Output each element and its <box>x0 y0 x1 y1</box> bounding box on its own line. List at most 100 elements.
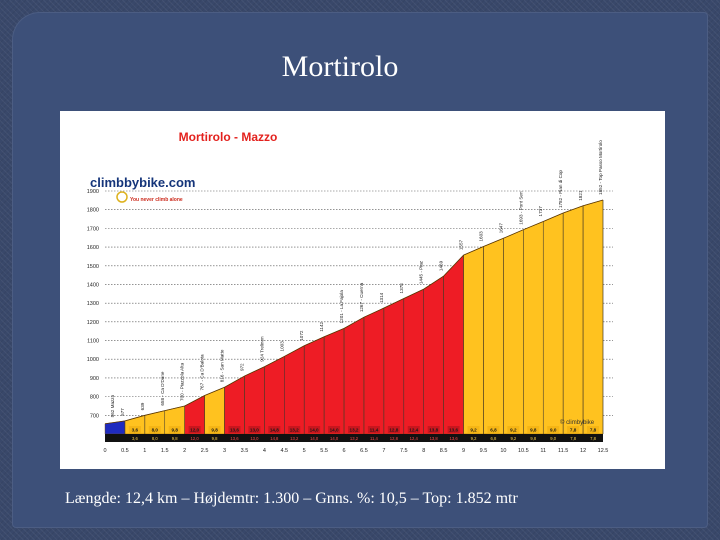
elevation-annotation: 639 <box>140 402 145 410</box>
gradient-label: 12,4 <box>409 428 418 433</box>
x-tick-label: 6 <box>343 448 346 454</box>
x-tick-label: 5.5 <box>320 448 328 454</box>
gradient-chip <box>228 426 241 433</box>
gradient-chip <box>467 426 480 433</box>
y-tick-label: 1500 <box>87 264 99 270</box>
gradient-chip <box>527 426 540 433</box>
gradient-chip <box>367 426 380 433</box>
profile-segment-18 <box>463 246 484 435</box>
x-tick-label: 6.5 <box>360 448 368 454</box>
elevation-annotation: 1821 <box>578 190 583 201</box>
gradient-band-label: 8,0 <box>152 436 158 441</box>
elevation-annotation: 1852 - Top Passo Mortirolo <box>598 140 603 195</box>
bike-icon <box>116 191 128 203</box>
profile-segment-16 <box>423 275 444 435</box>
brand-tagline: You never climb alone <box>130 197 183 203</box>
gradient-label: 9,0 <box>550 428 557 433</box>
y-tick-label: 1600 <box>87 245 99 251</box>
gradient-chip <box>128 426 141 433</box>
x-tick-label: 4.5 <box>280 448 288 454</box>
x-tick-label: 10 <box>500 448 506 454</box>
gradient-band-label: 9,8 <box>530 436 536 441</box>
elevation-annotation: 562 Mazzo <box>110 394 115 417</box>
gradient-band-label: 13,6 <box>230 436 239 441</box>
gradient-chip <box>268 426 281 433</box>
gradient-label: 13,8 <box>429 428 438 433</box>
gradient-chip <box>208 426 221 433</box>
gradient-label: 6,8 <box>490 428 497 433</box>
y-tick-label: 1000 <box>87 357 99 363</box>
watermark: © climbybike <box>560 419 595 426</box>
axis-layer: 7008009001000110012001300140015001600170… <box>87 189 609 454</box>
gradient-label: 9,8 <box>211 428 218 433</box>
x-tick-label: 8 <box>422 448 425 454</box>
y-tick-label: 900 <box>90 376 99 382</box>
profile-segment-7 <box>244 366 265 435</box>
annotation-layer: 562 Mazzo 577 639 658 - Ca D'Done 700 - Piaz… <box>110 140 603 418</box>
gradient-chip <box>547 426 560 433</box>
elevation-annotation: 1201 - La Fajola <box>339 290 344 324</box>
x-tick-label: 9.5 <box>480 448 488 454</box>
gradient-chip <box>348 426 360 433</box>
gradient-label: 13,0 <box>250 428 259 433</box>
elevation-annotation: 1142 <box>319 321 324 331</box>
y-tick-label: 1700 <box>87 226 99 232</box>
gradient-label: 13,6 <box>230 428 239 433</box>
x-tick-label: 11.5 <box>558 448 568 454</box>
x-tick-label: 7 <box>382 448 385 454</box>
gradient-band-label: 13,6 <box>450 436 459 441</box>
elevation-annotation: 1737 <box>538 206 543 217</box>
profile-fill-layer <box>104 199 604 435</box>
gradient-chip <box>188 426 201 433</box>
gradient-band-label: 11,4 <box>370 436 379 441</box>
elevation-annotation: 1314 <box>379 292 384 303</box>
profile-outline <box>104 199 604 425</box>
gradient-band-label: 13,2 <box>350 436 359 441</box>
elevation-annotation: 1445 - Piaz <box>419 260 424 284</box>
elevation-annotation: 700 - Piazzola Alta <box>180 362 185 400</box>
x-tick-label: 8.5 <box>440 448 448 454</box>
elevation-annotation: 1378 <box>399 283 404 294</box>
elevation-annotation: 1603 <box>478 231 483 242</box>
gradient-band-label: 12,4 <box>410 436 419 441</box>
x-tick-label: 11 <box>540 448 546 454</box>
x-tick-label: 12.5 <box>598 448 609 454</box>
gradient-label: 9,2 <box>470 428 477 433</box>
gradient-band-label: 9,8 <box>212 436 218 441</box>
profile-segment-21 <box>523 221 544 435</box>
elevation-annotation: 816 - San Matte <box>220 349 225 382</box>
gradient-label: 9,8 <box>172 428 179 433</box>
gradient-chip <box>447 426 460 433</box>
gradient-label: 7,8 <box>570 428 577 433</box>
x-tick-label: 10.5 <box>518 448 529 454</box>
gradient-band-layer: 3,6 3,6 8,0 8,0 9,8 9,8 12,0 12,0 9,8 9,8 13,6 13,6… <box>105 426 603 442</box>
gradient-label: 9,8 <box>530 428 537 433</box>
x-tick-label: 2.5 <box>201 448 209 454</box>
gradient-band-label: 13,2 <box>290 436 299 441</box>
slide-caption: Længde: 12,4 km – Højdemtr: 1.300 – Gnns… <box>65 490 518 507</box>
gradient-label: 7,8 <box>590 428 597 433</box>
x-tick-label: 3 <box>223 448 226 454</box>
x-tick-label: 0 <box>103 448 106 454</box>
gradient-chip <box>387 426 400 433</box>
profile-segment-14 <box>383 298 404 435</box>
gradient-chip <box>308 426 321 433</box>
elevation-annotation: 658 - Ca D'Done <box>160 371 165 406</box>
brand-logo: climbbybike.com You never climb alone <box>90 175 195 203</box>
gradient-band-label: 9,2 <box>471 436 477 441</box>
gradient-band-label: 3,6 <box>132 436 138 441</box>
elevation-annotation: 1469 <box>439 260 444 271</box>
gradient-label: 12,8 <box>389 428 398 433</box>
elevation-annotation: 1782 - Pian di Cop <box>558 170 563 208</box>
elevation-annotation: 577 <box>120 408 125 416</box>
gradient-label: 14,0 <box>310 428 319 433</box>
profile-segment-17 <box>443 254 464 435</box>
x-tick-label: 2 <box>183 448 186 454</box>
gradient-band <box>105 434 603 442</box>
y-tick-label: 800 <box>90 395 99 401</box>
gradient-band-label: 7,8 <box>590 436 596 441</box>
elevation-annotation: 1072 <box>299 330 304 341</box>
gradient-band-label: 7,8 <box>570 436 576 441</box>
gradient-band-label: 9,8 <box>172 436 178 441</box>
profile-segment-8 <box>264 356 285 435</box>
